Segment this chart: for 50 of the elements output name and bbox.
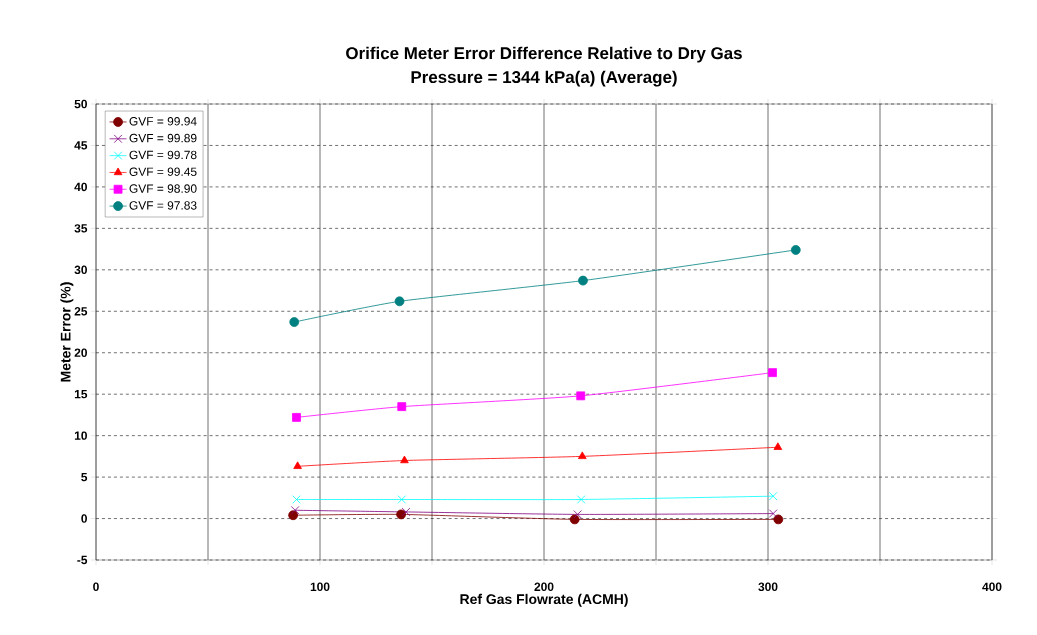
point <box>396 509 406 520</box>
point <box>400 455 409 464</box>
point <box>576 391 586 401</box>
y-tick-label: 45 <box>74 141 88 150</box>
point <box>290 505 300 515</box>
point <box>768 368 777 378</box>
y-axis-title: Meter Error (%) <box>60 282 74 382</box>
point <box>578 275 588 286</box>
chart-title: Orifice Meter Error Difference Relative to Dry Gas <box>346 46 742 63</box>
x-tick-label: 0 <box>93 582 99 591</box>
point <box>773 514 784 525</box>
y-tick-label: 30 <box>74 265 87 275</box>
point <box>397 495 407 504</box>
point <box>768 491 778 501</box>
x-axis-title: Ref Gas Flowrate (ACMH) <box>460 593 628 607</box>
x-tick-label: 400 <box>982 582 1002 591</box>
point <box>576 495 586 504</box>
legend-label: GVF = 99.45 <box>129 167 197 176</box>
x-tick-label: 300 <box>758 582 778 592</box>
y-tick-label: 50 <box>74 99 87 109</box>
point <box>773 442 783 450</box>
point <box>292 413 301 422</box>
legend-label: GVF = 99.78 <box>129 150 197 160</box>
point <box>293 461 302 469</box>
x-tick-label: 100 <box>310 582 330 591</box>
legend-label: GVF = 97.83 <box>129 201 197 210</box>
legend-label: GVF = 99.89 <box>129 133 197 143</box>
point <box>768 509 778 518</box>
point <box>569 514 580 525</box>
point <box>394 296 405 307</box>
y-tick-label: 10 <box>74 431 87 440</box>
point <box>397 402 407 412</box>
point <box>401 507 411 517</box>
point <box>790 245 801 255</box>
x-tick-label: 200 <box>534 582 554 591</box>
legend-label: GVF = 98.90 <box>129 184 197 193</box>
y-tick-label: 5 <box>81 472 88 482</box>
y-tick-label: -5 <box>77 555 88 565</box>
point <box>292 495 301 504</box>
point <box>578 451 587 460</box>
y-tick-label: 25 <box>74 307 88 316</box>
y-tick-label: 35 <box>74 224 88 233</box>
point <box>289 317 300 327</box>
y-tick-label: 40 <box>74 182 87 192</box>
legend-label: GVF = 99.94 <box>129 117 197 126</box>
chart-subtitle: Pressure = 1344 kPa(a) (Average) <box>411 70 677 87</box>
point <box>573 510 582 519</box>
y-tick-label: 20 <box>74 348 87 357</box>
y-tick-label: 0 <box>81 514 87 523</box>
y-tick-label: 15 <box>74 390 88 399</box>
